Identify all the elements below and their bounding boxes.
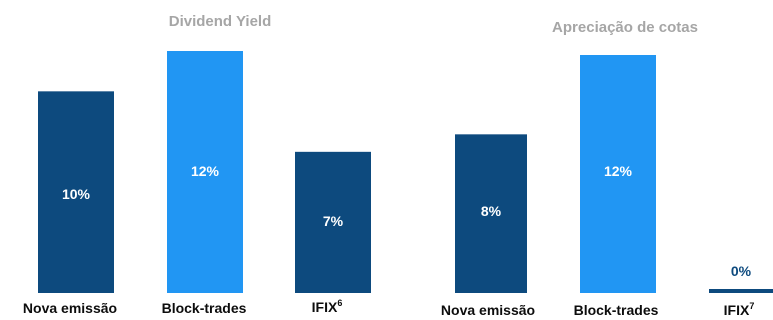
category-text: Nova emissão	[23, 300, 117, 316]
dividend-yield-chart: Dividend Yield 10% Nova emissão 12% Block-tr…	[23, 13, 371, 316]
data-label: 12%	[191, 163, 220, 179]
apreciacao-de-cotas-chart: Apreciação de cotas 8% Nova emissão 12% Bloc…	[441, 19, 773, 318]
category-label: Block-trades	[162, 300, 247, 316]
bar	[455, 134, 527, 293]
bar	[295, 151, 371, 293]
bar	[709, 289, 773, 293]
category-label: Nova emissão	[23, 300, 117, 316]
category-text: IFIX	[724, 302, 750, 318]
category-text: Nova emissão	[441, 302, 535, 318]
data-label: 0%	[731, 263, 752, 279]
category-label: Block-trades	[574, 302, 659, 318]
category-label: Nova emissão	[441, 302, 535, 318]
chart-title: Apreciação de cotas	[552, 19, 698, 36]
data-label: 12%	[604, 163, 633, 179]
bar	[580, 55, 656, 293]
category-label: IFIX7	[724, 301, 755, 318]
data-label: 10%	[62, 186, 91, 202]
bar	[167, 51, 243, 293]
category-superscript: 6	[337, 298, 342, 308]
chart-title: Dividend Yield	[169, 13, 272, 30]
category-label: IFIX6	[312, 298, 343, 315]
data-label: 7%	[323, 213, 344, 229]
data-label: 8%	[481, 203, 502, 219]
category-text: IFIX	[312, 299, 338, 315]
category-text: Block-trades	[162, 300, 247, 316]
category-superscript: 7	[749, 301, 754, 311]
bar	[38, 91, 114, 293]
category-text: Block-trades	[574, 302, 659, 318]
